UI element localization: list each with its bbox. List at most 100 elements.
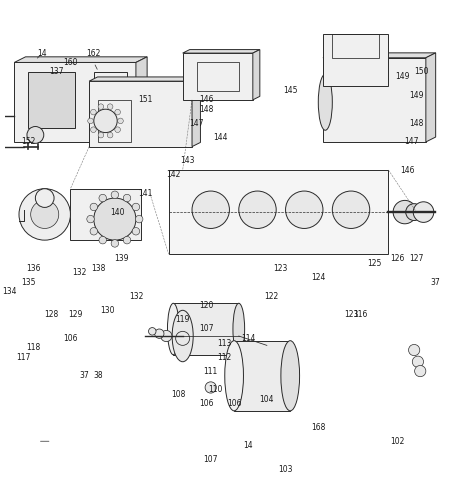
Circle shape xyxy=(99,194,107,202)
Circle shape xyxy=(415,365,426,377)
Circle shape xyxy=(91,109,96,115)
Ellipse shape xyxy=(281,341,300,411)
Circle shape xyxy=(161,330,172,342)
Circle shape xyxy=(27,127,44,143)
Circle shape xyxy=(412,356,423,367)
Text: 122: 122 xyxy=(264,292,279,301)
Text: 130: 130 xyxy=(100,306,115,315)
Polygon shape xyxy=(89,81,192,147)
Text: 123: 123 xyxy=(344,310,358,319)
Text: 134: 134 xyxy=(2,287,17,296)
Text: 117: 117 xyxy=(17,353,31,362)
Text: 141: 141 xyxy=(138,189,153,198)
Text: 14: 14 xyxy=(243,442,253,451)
Circle shape xyxy=(118,118,123,124)
Circle shape xyxy=(406,204,423,221)
Circle shape xyxy=(176,331,190,345)
Polygon shape xyxy=(136,57,147,142)
Polygon shape xyxy=(192,77,201,147)
Circle shape xyxy=(132,228,140,235)
Text: 150: 150 xyxy=(414,67,428,76)
Polygon shape xyxy=(323,34,388,86)
Text: 106: 106 xyxy=(199,399,213,408)
Circle shape xyxy=(111,240,118,247)
Circle shape xyxy=(94,198,136,240)
Text: 123: 123 xyxy=(273,263,288,273)
Text: 118: 118 xyxy=(26,343,40,352)
Ellipse shape xyxy=(225,341,244,411)
Circle shape xyxy=(115,127,120,133)
Text: 168: 168 xyxy=(311,423,326,432)
Circle shape xyxy=(115,109,120,115)
Text: 120: 120 xyxy=(199,301,213,310)
Circle shape xyxy=(393,201,417,224)
Circle shape xyxy=(87,216,94,223)
Circle shape xyxy=(136,216,143,223)
Text: 102: 102 xyxy=(391,437,405,446)
Polygon shape xyxy=(323,58,426,142)
Text: 162: 162 xyxy=(87,48,101,57)
Text: 119: 119 xyxy=(175,315,190,324)
Polygon shape xyxy=(234,341,290,411)
Circle shape xyxy=(111,191,118,199)
Text: 138: 138 xyxy=(91,263,106,273)
Text: 135: 135 xyxy=(21,278,36,287)
Circle shape xyxy=(205,382,216,393)
Text: 136: 136 xyxy=(26,263,40,273)
Ellipse shape xyxy=(318,74,332,130)
Polygon shape xyxy=(426,53,436,142)
Text: 140: 140 xyxy=(110,208,125,217)
Circle shape xyxy=(98,104,104,109)
Circle shape xyxy=(36,189,54,208)
Circle shape xyxy=(148,328,156,335)
Text: 37: 37 xyxy=(80,371,89,380)
Text: 107: 107 xyxy=(203,456,218,465)
Text: 124: 124 xyxy=(311,273,326,282)
Text: 14: 14 xyxy=(37,48,47,57)
Text: 147: 147 xyxy=(405,137,419,146)
Polygon shape xyxy=(28,72,75,128)
Circle shape xyxy=(409,344,420,356)
Text: 125: 125 xyxy=(367,259,382,268)
Text: 106: 106 xyxy=(227,399,241,408)
Text: 37: 37 xyxy=(430,278,440,287)
Text: 107: 107 xyxy=(199,324,213,333)
Text: 149: 149 xyxy=(409,91,424,100)
Circle shape xyxy=(413,202,434,223)
Ellipse shape xyxy=(167,303,179,355)
Circle shape xyxy=(107,104,113,109)
Text: 152: 152 xyxy=(21,137,36,146)
Circle shape xyxy=(99,237,107,244)
Text: 144: 144 xyxy=(213,133,228,142)
Circle shape xyxy=(19,189,71,240)
Circle shape xyxy=(91,127,96,133)
Text: 148: 148 xyxy=(199,105,213,114)
Polygon shape xyxy=(182,49,260,53)
Circle shape xyxy=(285,191,323,229)
Text: 111: 111 xyxy=(204,367,218,376)
Text: 127: 127 xyxy=(410,254,424,263)
Circle shape xyxy=(90,203,98,211)
Text: 146: 146 xyxy=(199,95,213,104)
Circle shape xyxy=(192,191,229,229)
Text: 139: 139 xyxy=(115,254,129,263)
Text: 114: 114 xyxy=(241,334,255,343)
Polygon shape xyxy=(173,303,239,355)
Ellipse shape xyxy=(172,310,193,362)
Circle shape xyxy=(94,109,117,133)
Circle shape xyxy=(132,203,140,211)
Text: 128: 128 xyxy=(45,310,59,319)
Text: 160: 160 xyxy=(63,58,78,67)
Text: 126: 126 xyxy=(391,254,405,263)
Text: 149: 149 xyxy=(395,72,410,81)
Circle shape xyxy=(31,201,59,229)
Text: 106: 106 xyxy=(63,334,78,343)
Text: 151: 151 xyxy=(138,95,153,104)
Polygon shape xyxy=(169,170,388,254)
Text: 137: 137 xyxy=(49,67,64,76)
Text: 113: 113 xyxy=(218,338,232,347)
Polygon shape xyxy=(89,77,201,81)
Polygon shape xyxy=(14,62,136,142)
Circle shape xyxy=(88,118,93,124)
Text: 103: 103 xyxy=(278,465,293,474)
